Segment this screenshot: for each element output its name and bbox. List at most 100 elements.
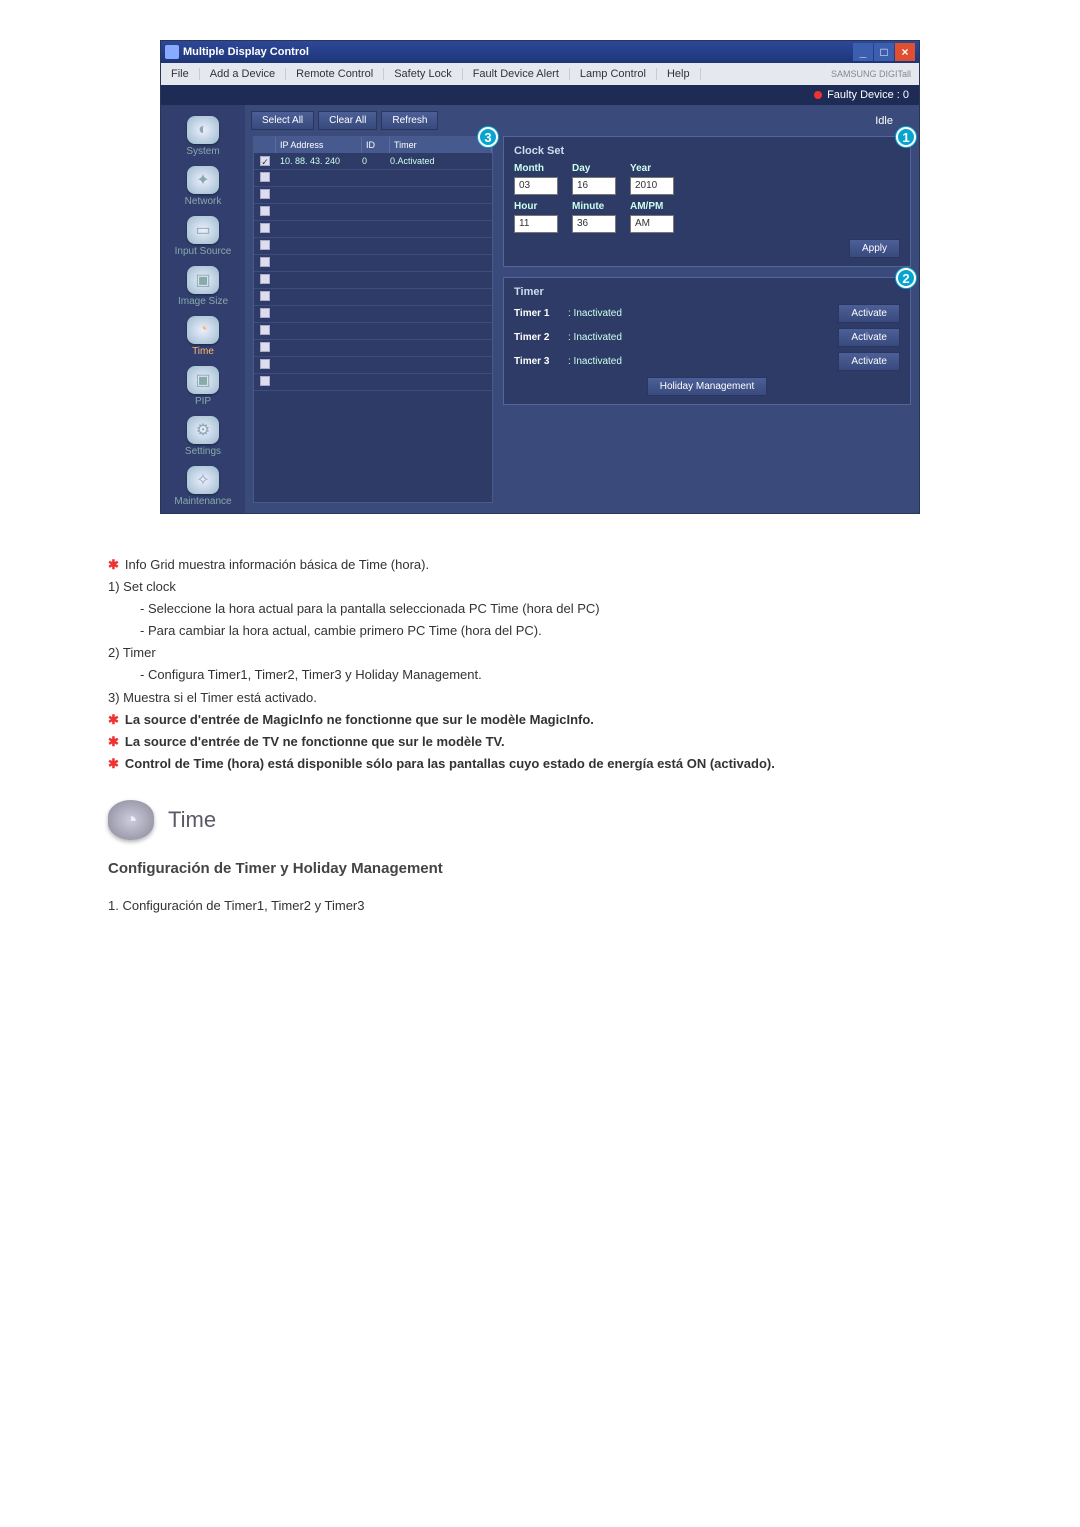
col-timer: Timer: [390, 137, 492, 153]
refresh-button[interactable]: Refresh: [381, 111, 438, 130]
table-row[interactable]: [254, 306, 492, 323]
item-3: 3) Muestra si el Timer está activado.: [108, 687, 972, 709]
star-icon: ✱: [108, 554, 119, 576]
timer3-row: Timer 3: InactivatedActivate: [514, 352, 900, 371]
section-time-head: ◔ Time: [108, 800, 972, 840]
callout-2: 2: [896, 268, 916, 288]
body-star-4: Control de Time (hora) está disponible s…: [125, 753, 972, 775]
sidebar-item-settings[interactable]: ⚙ Settings: [161, 413, 245, 463]
doc-body: ✱ Info Grid muestra información básica de…: [108, 554, 972, 918]
timer3-label: Timer 3: [514, 356, 568, 367]
config-line-1: 1. Configuración de Timer1, Timer2 y Tim…: [108, 895, 972, 917]
clear-all-button[interactable]: Clear All: [318, 111, 377, 130]
sidebar-item-network[interactable]: ✦Network: [161, 163, 245, 213]
hour-select[interactable]: 11: [514, 215, 558, 233]
sidebar-label-time: Time: [192, 346, 214, 357]
callout-1: 1: [896, 127, 916, 147]
section-title: Time: [168, 801, 216, 838]
menu-help[interactable]: Help: [657, 68, 701, 80]
timer2-label: Timer 2: [514, 332, 568, 343]
minute-select[interactable]: 36: [572, 215, 616, 233]
table-row[interactable]: [254, 170, 492, 187]
table-row[interactable]: [254, 238, 492, 255]
item-2a: - Configura Timer1, Timer2, Timer3 y Hol…: [140, 664, 972, 686]
brand-label: SAMSUNG DIGITall: [701, 69, 919, 79]
table-row[interactable]: [254, 272, 492, 289]
sidebar: ◐System ✦Network ▭Input Source ▣Image Si…: [161, 105, 245, 513]
ampm-select[interactable]: AM: [630, 215, 674, 233]
item-1b: - Para cambiar la hora actual, cambie pr…: [140, 620, 972, 642]
sidebar-label-maintenance: Maintenance: [174, 496, 231, 507]
table-row[interactable]: [254, 357, 492, 374]
titlebar: Multiple Display Control _ □ ×: [161, 41, 919, 63]
faulty-bar: Faulty Device : 0: [161, 85, 919, 105]
table-row[interactable]: [254, 204, 492, 221]
time-icon: ◔: [187, 316, 219, 344]
settings-icon: ⚙: [187, 416, 219, 444]
app-window: Multiple Display Control _ □ × File Add …: [160, 40, 920, 514]
maximize-button[interactable]: □: [874, 43, 894, 61]
timer1-status: : Inactivated: [568, 308, 838, 319]
menu-remote-control[interactable]: Remote Control: [286, 68, 384, 80]
day-select[interactable]: 16: [572, 177, 616, 195]
label-month: Month: [514, 163, 558, 174]
item-1: 1) Set clock: [108, 576, 972, 598]
item-2: 2) Timer: [108, 642, 972, 664]
timer2-row: Timer 2: InactivatedActivate: [514, 328, 900, 347]
sidebar-label-settings: Settings: [185, 446, 221, 457]
time-section-icon: ◔: [108, 800, 154, 840]
table-row[interactable]: [254, 187, 492, 204]
minimize-button[interactable]: _: [853, 43, 873, 61]
timer-panel: 2 Timer Timer 1: InactivatedActivate Tim…: [503, 277, 911, 405]
fault-led-icon: [814, 91, 822, 99]
maintenance-icon: ✧: [187, 466, 219, 494]
subhead: Configuración de Timer y Holiday Managem…: [108, 856, 972, 882]
sidebar-item-system[interactable]: ◐System: [161, 113, 245, 163]
menu-fault-alert[interactable]: Fault Device Alert: [463, 68, 570, 80]
body-line-1: Info Grid muestra información básica de …: [125, 554, 972, 576]
table-row[interactable]: 10. 88. 43. 24000.Activated: [254, 153, 492, 170]
sidebar-item-image-size[interactable]: ▣Image Size: [161, 263, 245, 313]
label-minute: Minute: [572, 201, 616, 212]
grid-header: IP Address ID Timer: [254, 137, 492, 153]
network-icon: ✦: [187, 166, 219, 194]
timer2-activate-button[interactable]: Activate: [838, 328, 900, 347]
holiday-management-button[interactable]: Holiday Management: [647, 377, 768, 396]
table-row[interactable]: [254, 340, 492, 357]
timer3-activate-button[interactable]: Activate: [838, 352, 900, 371]
timer1-row: Timer 1: InactivatedActivate: [514, 304, 900, 323]
table-row[interactable]: [254, 323, 492, 340]
timer-title: Timer: [514, 286, 900, 298]
month-select[interactable]: 03: [514, 177, 558, 195]
apply-button[interactable]: Apply: [849, 239, 900, 258]
table-row[interactable]: [254, 289, 492, 306]
sidebar-item-input-source[interactable]: ▭Input Source: [161, 213, 245, 263]
sidebar-item-time[interactable]: ◔ Time: [161, 313, 245, 363]
body-star-3: La source d'entrée de TV ne fonctionne q…: [125, 731, 972, 753]
sidebar-item-pip[interactable]: ▣PIP: [161, 363, 245, 413]
close-button[interactable]: ×: [895, 43, 915, 61]
table-row[interactable]: [254, 221, 492, 238]
info-grid: 3 IP Address ID Timer 10. 88. 43. 24000.…: [253, 136, 493, 503]
label-ampm: AM/PM: [630, 201, 674, 212]
timer1-activate-button[interactable]: Activate: [838, 304, 900, 323]
menu-bar: File Add a Device Remote Control Safety …: [161, 63, 919, 85]
star-icon: ✱: [108, 753, 119, 775]
menu-add-device[interactable]: Add a Device: [200, 68, 286, 80]
star-icon: ✱: [108, 731, 119, 753]
select-all-button[interactable]: Select All: [251, 111, 314, 130]
sidebar-label-pip: PIP: [195, 396, 211, 407]
sidebar-label-system: System: [186, 146, 219, 157]
menu-file[interactable]: File: [161, 68, 200, 80]
window-title: Multiple Display Control: [183, 46, 853, 58]
sidebar-item-maintenance[interactable]: ✧ Maintenance: [161, 463, 245, 513]
col-id: ID: [362, 137, 390, 153]
year-select[interactable]: 2010: [630, 177, 674, 195]
sidebar-label-input-source: Input Source: [175, 246, 232, 257]
body-star-2: La source d'entrée de MagicInfo ne fonct…: [125, 709, 972, 731]
menu-lamp-control[interactable]: Lamp Control: [570, 68, 657, 80]
menu-safety-lock[interactable]: Safety Lock: [384, 68, 462, 80]
table-row[interactable]: [254, 374, 492, 391]
table-row[interactable]: [254, 255, 492, 272]
timer3-status: : Inactivated: [568, 356, 838, 367]
